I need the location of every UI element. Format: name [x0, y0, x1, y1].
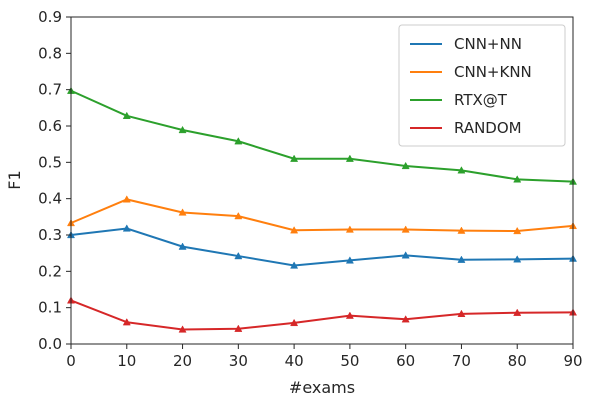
y-tick-label: 0.8 [38, 44, 62, 62]
data-point [290, 154, 299, 162]
series-random [66, 296, 578, 333]
data-point [457, 255, 466, 263]
data-point [234, 211, 243, 220]
legend-label: RANDOM [454, 119, 522, 137]
data-point [457, 309, 466, 317]
data-point [513, 175, 522, 183]
x-tick-label: 80 [508, 352, 527, 370]
y-tick-label: 0.6 [38, 117, 62, 135]
data-point [290, 226, 299, 234]
series-line [70, 198, 574, 233]
data-point [178, 125, 187, 134]
legend: CNN+NN CNN+KNN RTX@T RANDOM [398, 24, 566, 147]
legend-label: CNN+KNN [454, 63, 532, 81]
x-tick-label: 10 [117, 352, 136, 370]
x-axis-label: #exams [289, 378, 355, 397]
data-point [234, 251, 243, 260]
series-line [70, 299, 574, 331]
y-axis-ticks: 0.0 0.1 0.2 0.3 0.4 0.5 0.6 0.7 0.8 0.9 [38, 8, 71, 353]
legend-entry: RTX@T [410, 91, 508, 109]
data-point [122, 195, 131, 203]
x-tick-label: 60 [396, 352, 415, 370]
series-line [70, 227, 574, 267]
x-tick-label: 90 [563, 352, 582, 370]
data-point [345, 154, 354, 162]
y-tick-label: 0.7 [38, 81, 62, 99]
data-point [122, 224, 131, 232]
data-point [513, 308, 522, 316]
y-tick-label: 0.1 [38, 299, 62, 317]
data-point [401, 315, 410, 323]
y-tick-label: 0.0 [38, 335, 62, 353]
data-point [513, 226, 522, 235]
data-point [290, 318, 299, 327]
legend-entry: CNN+KNN [410, 63, 532, 81]
data-point [122, 318, 131, 326]
x-tick-label: 20 [173, 352, 192, 370]
data-point [345, 311, 354, 319]
series-line [70, 89, 574, 183]
x-tick-label: 40 [285, 352, 304, 370]
data-point [234, 137, 243, 145]
y-axis-label: F1 [5, 170, 24, 189]
y-tick-label: 0.5 [38, 153, 62, 171]
data-point [122, 111, 131, 119]
series-layer [66, 86, 578, 333]
data-point [457, 166, 466, 174]
y-tick-label: 0.3 [38, 226, 62, 244]
data-point [401, 251, 410, 259]
legend-label: CNN+NN [454, 35, 522, 53]
data-point [178, 325, 187, 333]
data-point [345, 256, 354, 264]
x-axis-ticks: 0 10 20 30 40 50 60 70 80 90 [66, 344, 583, 370]
legend-items: CNN+NN CNN+KNN RTX@T RANDOM [410, 35, 532, 137]
x-tick-label: 70 [452, 352, 471, 370]
data-point [457, 226, 466, 234]
series-cnn-knn [66, 195, 578, 235]
data-point [290, 261, 299, 269]
data-point [513, 255, 522, 263]
legend-entry: RANDOM [410, 119, 522, 137]
data-point [178, 208, 187, 216]
x-tick-label: 0 [66, 352, 76, 370]
x-tick-label: 50 [340, 352, 359, 370]
legend-box [398, 24, 566, 147]
y-tick-label: 0.4 [38, 190, 62, 208]
legend-entry: CNN+NN [410, 35, 522, 53]
y-tick-label: 0.2 [38, 262, 62, 280]
data-point [401, 225, 410, 233]
plot-frame [70, 16, 574, 345]
y-tick-label: 0.9 [38, 8, 62, 26]
x-tick-label: 30 [229, 352, 248, 370]
data-point [234, 324, 243, 332]
legend-label: RTX@T [454, 91, 508, 109]
data-point [401, 161, 410, 170]
data-point [345, 225, 354, 233]
data-point [178, 242, 187, 250]
